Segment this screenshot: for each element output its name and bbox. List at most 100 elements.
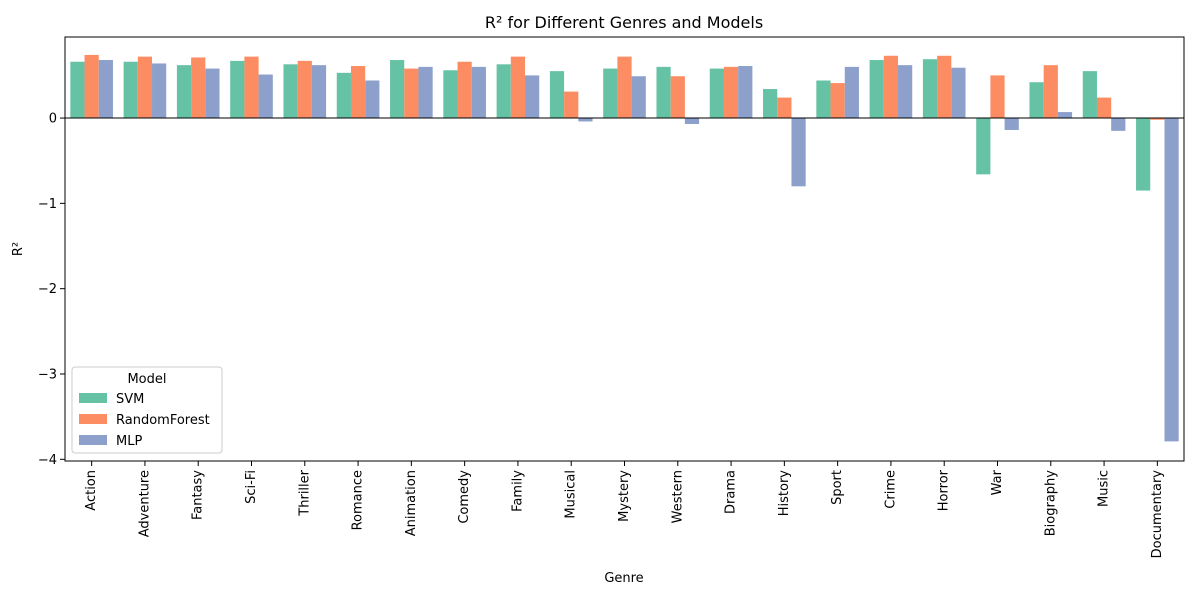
bar-randomforest-musical	[564, 91, 579, 119]
x-tick-label: Sport	[830, 470, 845, 505]
y-axis-label: R²	[11, 242, 26, 256]
x-axis: Action Adventure Fantasy Sci-Fi Thriller Roma…	[84, 461, 1165, 558]
x-tick-label: Comedy	[457, 470, 472, 524]
bar-svm-comedy	[443, 70, 458, 119]
bar-svm-biography	[1029, 82, 1044, 119]
bar-randomforest-sci-fi	[244, 56, 259, 119]
bar-svm-family	[496, 64, 511, 119]
bar-mlp-sci-fi	[258, 74, 273, 119]
bar-mlp-war	[1004, 118, 1019, 130]
bar-mlp-romance	[365, 80, 380, 119]
x-tick-label: Biography	[1043, 470, 1058, 537]
bar-svm-war	[976, 118, 991, 175]
bar-svm-sci-fi	[230, 60, 245, 119]
bar-svm-musical	[549, 71, 565, 119]
x-tick-label: Thriller	[297, 469, 312, 516]
bar-randomforest-comedy	[457, 61, 472, 119]
x-tick-label: Family	[510, 470, 525, 512]
bar-mlp-musical	[578, 118, 593, 122]
x-axis-label: Genre	[604, 571, 643, 586]
bar-svm-adventure	[123, 61, 138, 119]
bar-svm-horror	[922, 59, 938, 119]
legend-box	[71, 366, 223, 454]
bar-svm-mystery	[603, 68, 618, 119]
bar-svm-crime	[869, 60, 884, 119]
bar-randomforest-biography	[1043, 65, 1058, 119]
bar-mlp-horror	[951, 67, 966, 119]
bar-svm-sport	[816, 80, 831, 119]
bar-mlp-fantasy	[205, 68, 220, 119]
bar-randomforest-action	[84, 54, 99, 119]
y-axis: −4 −3 −2 −1 0	[38, 112, 65, 468]
bar-mlp-animation	[418, 66, 433, 119]
x-tick-label: Documentary	[1150, 470, 1165, 559]
bars-group	[70, 54, 1179, 442]
bar-svm-drama	[709, 68, 724, 119]
y-tick-label: 0	[49, 112, 57, 127]
bar-randomforest-war	[990, 75, 1005, 119]
bar-mlp-action	[98, 60, 113, 119]
bar-svm-history	[763, 89, 778, 119]
bar-randomforest-adventure	[137, 56, 153, 119]
bar-svm-thriller	[283, 64, 298, 119]
x-tick-label: Musical	[564, 470, 579, 519]
bar-randomforest-mystery	[617, 56, 632, 119]
bar-randomforest-drama	[723, 66, 739, 119]
bar-mlp-music	[1111, 118, 1126, 131]
bar-mlp-western	[684, 118, 700, 125]
bar-mlp-sport	[844, 66, 859, 119]
legend-label-mlp: MLP	[116, 434, 142, 449]
bar-mlp-biography	[1057, 112, 1073, 119]
y-tick-label: −2	[38, 282, 57, 297]
bar-randomforest-western	[670, 76, 685, 119]
x-tick-label: History	[777, 470, 792, 517]
legend-title: Model	[127, 372, 166, 387]
bar-randomforest-romance	[350, 66, 366, 119]
x-tick-label: Horror	[937, 469, 952, 511]
bar-mlp-documentary	[1164, 118, 1179, 442]
x-tick-label: Sci-Fi	[244, 470, 259, 504]
y-tick-label: −1	[38, 197, 57, 212]
x-tick-label: Adventure	[137, 470, 152, 537]
x-tick-label: Drama	[724, 470, 739, 514]
y-tick-label: −3	[38, 367, 57, 382]
bar-svm-fantasy	[176, 65, 192, 119]
bar-svm-romance	[336, 72, 351, 119]
x-tick-label: Crime	[883, 470, 898, 509]
bar-svm-music	[1082, 71, 1097, 119]
chart-title: R² for Different Genres and Models	[485, 13, 763, 32]
bar-mlp-family	[525, 75, 540, 119]
x-tick-label: Mystery	[617, 470, 632, 522]
x-tick-label: War	[990, 469, 1005, 495]
bar-svm-western	[656, 66, 671, 119]
legend-label-svm: SVM	[116, 392, 144, 407]
bar-mlp-thriller	[311, 65, 327, 119]
bar-randomforest-history	[777, 97, 792, 119]
x-tick-label: Romance	[351, 470, 366, 530]
bar-mlp-crime	[898, 65, 913, 119]
legend-swatch-svm	[79, 393, 107, 403]
legend-swatch-randomforest	[79, 414, 107, 424]
bar-randomforest-music	[1096, 97, 1112, 119]
bar-randomforest-documentary	[1150, 118, 1165, 120]
bar-mlp-drama	[738, 66, 753, 119]
bar-svm-documentary	[1136, 118, 1151, 191]
bar-mlp-mystery	[631, 76, 646, 119]
bar-mlp-comedy	[471, 66, 486, 119]
legend: Model SVM RandomForest MLP	[71, 366, 223, 454]
x-tick-label: Fantasy	[191, 470, 206, 520]
bar-randomforest-sport	[830, 83, 845, 119]
x-tick-label: Western	[670, 470, 685, 523]
bar-svm-action	[70, 61, 85, 119]
x-tick-label: Action	[84, 470, 99, 511]
bar-randomforest-thriller	[297, 60, 312, 119]
bar-randomforest-crime	[883, 55, 899, 119]
bar-randomforest-animation	[404, 68, 419, 119]
bar-svm-animation	[390, 60, 405, 119]
x-tick-label: Animation	[404, 470, 419, 536]
y-tick-label: −4	[38, 453, 57, 468]
x-tick-label: Music	[1097, 470, 1112, 507]
bar-randomforest-horror	[937, 55, 952, 119]
